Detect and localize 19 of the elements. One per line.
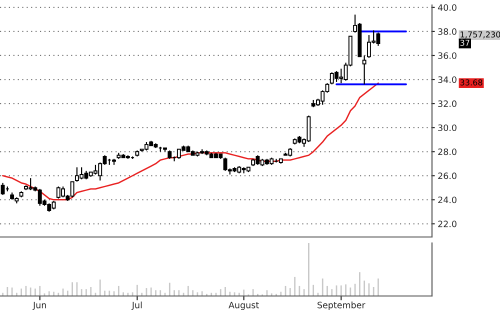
x-tick-label: Jul (131, 302, 142, 310)
y-tick-label: 24.0 (438, 196, 456, 204)
y-tick-label: 28.0 (438, 148, 456, 156)
x-tick-label: August (228, 302, 259, 310)
text: 33.68 (460, 79, 482, 86)
x-tick-label: Jun (32, 302, 46, 310)
y-tick-label: 32.0 (438, 100, 456, 108)
candlestick (362, 54, 366, 85)
y-tick-label: 30.0 (438, 124, 456, 132)
y-tick-label: 34.0 (438, 76, 456, 83)
x-tick-label: September (318, 302, 366, 310)
y-tick-label: 36.0 (438, 52, 456, 59)
y-tick-label: 26.0 (438, 172, 456, 180)
candlestick (0, 182, 5, 196)
y-tick-label: 38.0 (438, 28, 456, 35)
y-tick-label: 40.0 (438, 4, 456, 11)
text: 37 (460, 40, 470, 46)
y-tick-label: 22.0 (438, 220, 456, 228)
text: 1,757,230 (460, 31, 500, 38)
